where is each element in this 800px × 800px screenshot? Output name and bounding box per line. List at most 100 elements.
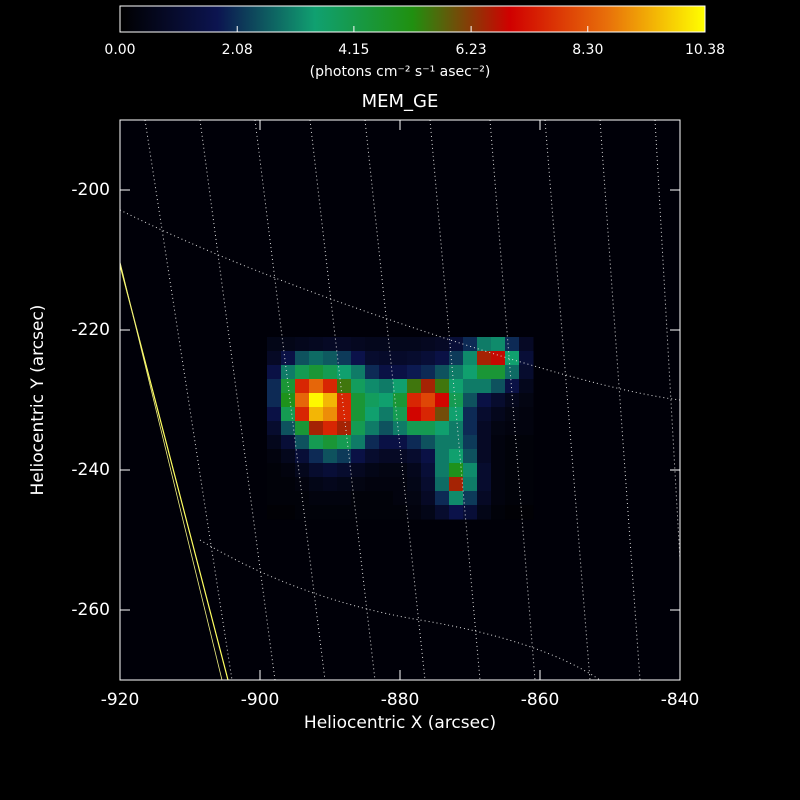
image-cell bbox=[267, 449, 282, 464]
image-cell bbox=[491, 491, 506, 506]
image-cell bbox=[267, 421, 282, 436]
image-cell bbox=[407, 435, 422, 450]
image-cell bbox=[337, 421, 352, 436]
colorbar: 0.00 2.08 4.15 6.23 8.30 10.38 bbox=[104, 6, 725, 58]
image-cell bbox=[351, 365, 366, 380]
image-cell bbox=[491, 407, 506, 422]
image-cell bbox=[519, 407, 534, 422]
image-cell bbox=[323, 393, 338, 408]
image-cell bbox=[519, 379, 534, 394]
image-cell bbox=[267, 393, 282, 408]
image-cell bbox=[407, 449, 422, 464]
image-cell bbox=[351, 407, 366, 422]
image-cell bbox=[421, 477, 436, 492]
image-cell bbox=[477, 407, 492, 422]
image-cell bbox=[435, 491, 450, 506]
image-cell bbox=[421, 449, 436, 464]
image-cell bbox=[463, 393, 478, 408]
x-tick-label: -880 bbox=[381, 690, 420, 710]
image-cell bbox=[267, 337, 282, 352]
image-cell bbox=[281, 505, 296, 520]
image-cell bbox=[393, 505, 408, 520]
image-cell bbox=[463, 379, 478, 394]
image-cell bbox=[505, 407, 520, 422]
image-cell bbox=[309, 449, 324, 464]
image-cell bbox=[393, 379, 408, 394]
image-cell bbox=[505, 435, 520, 450]
image-cell bbox=[449, 337, 464, 352]
image-cell bbox=[267, 477, 282, 492]
image-cell bbox=[365, 365, 380, 380]
image-cell bbox=[337, 477, 352, 492]
image-cell bbox=[323, 449, 338, 464]
image-cell bbox=[351, 435, 366, 450]
image-cell bbox=[267, 435, 282, 450]
image-cell bbox=[421, 365, 436, 380]
image-cell bbox=[491, 421, 506, 436]
image-cell bbox=[421, 351, 436, 366]
image-cell bbox=[393, 351, 408, 366]
image bbox=[267, 337, 534, 520]
image-cell bbox=[505, 379, 520, 394]
image-cell bbox=[491, 365, 506, 380]
image-cell bbox=[323, 463, 338, 478]
image-cell bbox=[477, 505, 492, 520]
image-cell bbox=[407, 407, 422, 422]
image-cell bbox=[463, 351, 478, 366]
y-tick-label: -260 bbox=[71, 600, 110, 620]
image-cell bbox=[295, 421, 310, 436]
image-cell bbox=[309, 491, 324, 506]
y-tick-label: -200 bbox=[71, 180, 110, 200]
image-cell bbox=[505, 505, 520, 520]
image-cell bbox=[505, 393, 520, 408]
image-cell bbox=[421, 421, 436, 436]
image-cell bbox=[449, 463, 464, 478]
image-cell bbox=[421, 463, 436, 478]
image-cell bbox=[449, 421, 464, 436]
image-cell bbox=[491, 337, 506, 352]
image-cell bbox=[351, 505, 366, 520]
image-cell bbox=[463, 449, 478, 464]
image-cell bbox=[421, 435, 436, 450]
colorbar-tick-label: 0.00 bbox=[104, 42, 135, 58]
y-tick-label: -220 bbox=[71, 320, 110, 340]
image-cell bbox=[365, 393, 380, 408]
image-cell bbox=[435, 407, 450, 422]
image-cell bbox=[309, 393, 324, 408]
image-cell bbox=[379, 449, 394, 464]
y-tick-label: -240 bbox=[71, 460, 110, 480]
x-tick-label: -920 bbox=[101, 690, 140, 710]
image-cell bbox=[449, 365, 464, 380]
image-cell bbox=[281, 463, 296, 478]
image-cell bbox=[407, 491, 422, 506]
image-cell bbox=[365, 351, 380, 366]
image-cell bbox=[407, 477, 422, 492]
image-cell bbox=[491, 435, 506, 450]
image-cell bbox=[281, 449, 296, 464]
image-cell bbox=[323, 365, 338, 380]
colorbar-tick-label: 4.15 bbox=[338, 42, 369, 58]
image-cell bbox=[519, 435, 534, 450]
image-cell bbox=[491, 477, 506, 492]
image-cell bbox=[281, 407, 296, 422]
image-cell bbox=[323, 351, 338, 366]
colorbar-tick-label: 6.23 bbox=[456, 42, 487, 58]
image-cell bbox=[463, 421, 478, 436]
image-cell bbox=[449, 449, 464, 464]
image-cell bbox=[323, 421, 338, 436]
image-cell bbox=[477, 379, 492, 394]
heliographic-grid bbox=[120, 120, 680, 680]
image-cell bbox=[393, 421, 408, 436]
image-cell bbox=[505, 365, 520, 380]
image-cell bbox=[309, 477, 324, 492]
image-cell bbox=[519, 337, 534, 352]
image-cell bbox=[379, 407, 394, 422]
image-cell bbox=[477, 337, 492, 352]
image-cell bbox=[449, 505, 464, 520]
image-cell bbox=[435, 435, 450, 450]
image-cell bbox=[435, 365, 450, 380]
image-cell bbox=[477, 351, 492, 366]
image-cell bbox=[407, 393, 422, 408]
image-cell bbox=[365, 337, 380, 352]
